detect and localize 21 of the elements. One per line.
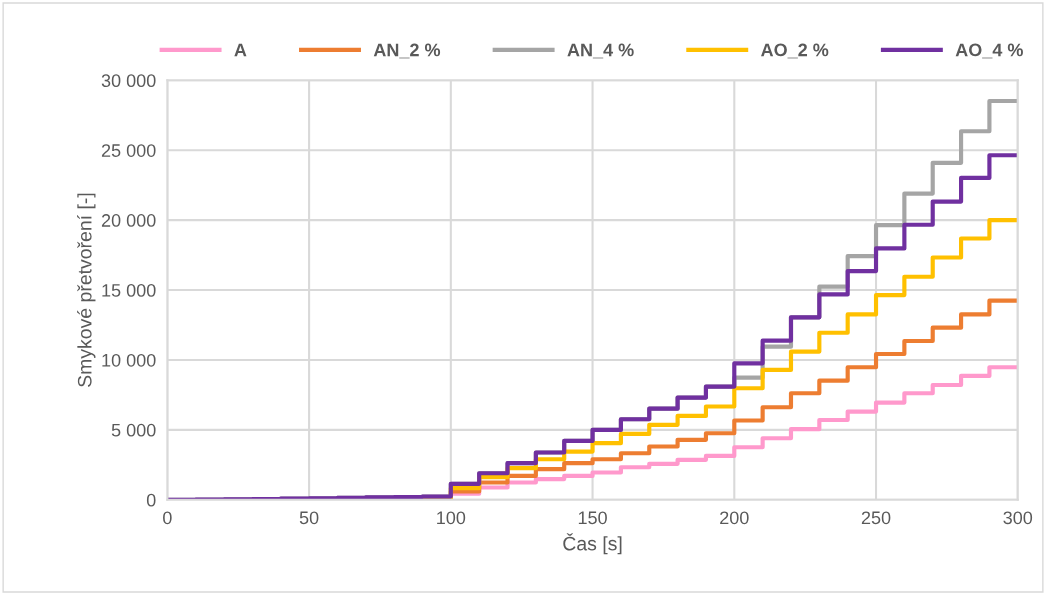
x-tick-label: 100: [437, 511, 466, 525]
y-tick-label: 0: [146, 493, 156, 507]
y-tick-label: 15 000: [102, 284, 156, 297]
legend-label: A: [234, 43, 247, 57]
legend-label: AN_4 %: [567, 43, 634, 59]
x-tick-label: 200: [720, 511, 749, 525]
x-tick-label: 0: [163, 511, 172, 525]
y-tick-label: 25 000: [101, 144, 156, 157]
y-tick-label: 10 000: [102, 353, 156, 367]
y-axis-title: Smykové přetvoření [-]: [77, 193, 96, 387]
x-tick-label: 250: [861, 511, 891, 525]
x-axis-title: Čas [s]: [563, 533, 622, 555]
legend-label: AN_2 %: [373, 43, 441, 59]
y-tick-label: 5 000: [111, 423, 156, 437]
x-tick-label: 150: [578, 511, 607, 525]
legend-label: AO_2 %: [761, 43, 829, 59]
y-tick-label: 30 000: [101, 74, 156, 88]
x-tick-label: 300: [1003, 511, 1033, 525]
legend-label: AO_4 %: [955, 43, 1023, 59]
x-tick-label: 50: [299, 511, 319, 525]
y-tick-label: 20 000: [101, 214, 156, 227]
